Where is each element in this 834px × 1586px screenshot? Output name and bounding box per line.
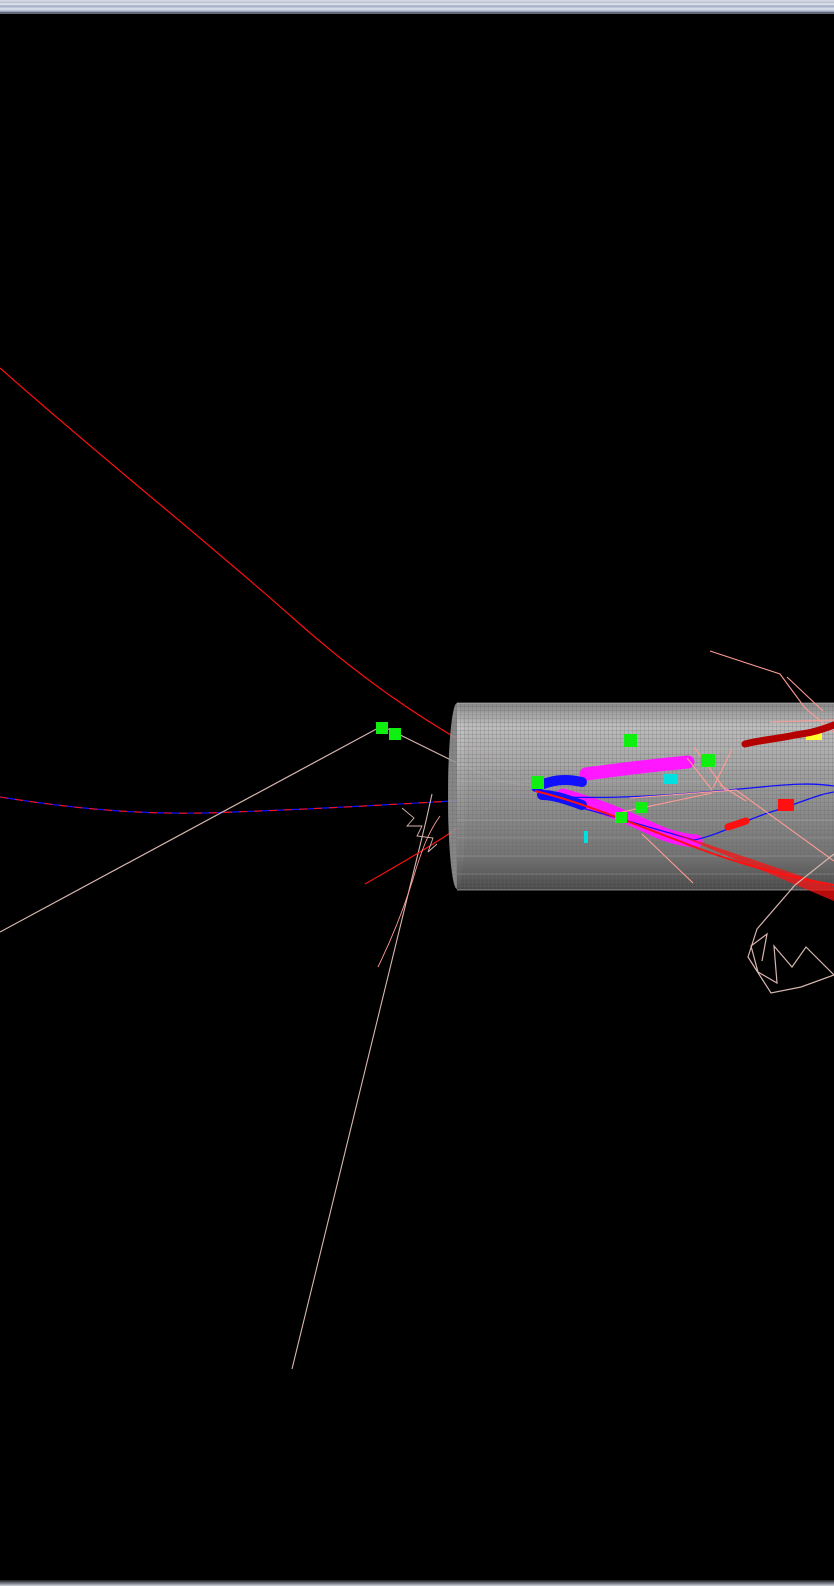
blue-track-right-lower [539, 791, 834, 841]
red-long-curved-track [0, 367, 531, 782]
3d-event-viewport[interactable] [0, 14, 834, 1580]
pale-knot-track [401, 807, 438, 853]
dark-red-hit-cluster [741, 721, 834, 748]
yellow-hit-marker [806, 730, 822, 740]
red-wide-shower [668, 831, 834, 901]
window-title-bar [0, 0, 834, 14]
green-hit-marker [389, 728, 401, 740]
magenta-hit-band-upper [579, 755, 695, 781]
window-bottom-border [0, 1580, 834, 1586]
salmon-branch-track [377, 815, 441, 968]
window-title [0, 0, 1, 1]
green-hit-marker [615, 812, 627, 823]
green-hit-marker [376, 722, 388, 734]
cyan-hit-marker [664, 774, 678, 784]
green-hit-marker [624, 734, 637, 747]
pale-vertical-track [291, 793, 433, 1370]
green-hit-marker [636, 802, 647, 813]
pale-spiral-track [747, 853, 834, 994]
red-hit-marker [778, 799, 794, 811]
green-hit-marker [701, 754, 715, 767]
cyan-hit-marker [584, 831, 588, 843]
hit-markers [376, 721, 834, 843]
event-visualization[interactable] [0, 14, 834, 1580]
dark-red-hit-cluster [724, 817, 750, 831]
green-hit-marker [531, 776, 544, 789]
status-text [0, 1580, 1, 1581]
salmon-spray-tracks [621, 650, 834, 884]
